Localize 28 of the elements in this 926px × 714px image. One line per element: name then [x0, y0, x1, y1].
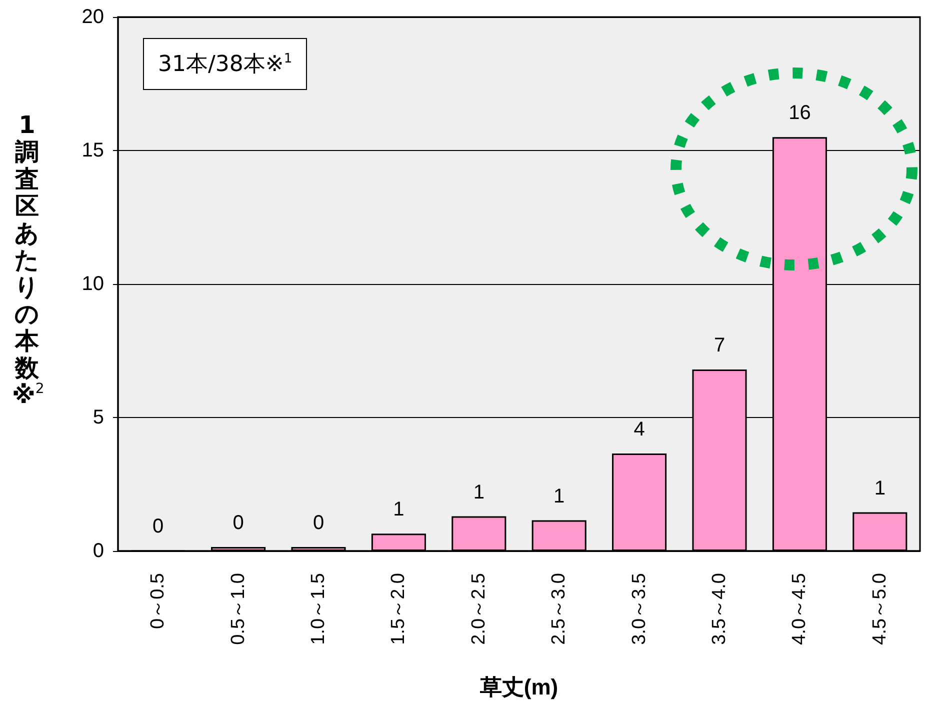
- text: 1調査区あたりの本数※$^{2}$: [12, 111, 44, 409]
- x-tick-label: 1.5～2.0: [388, 573, 410, 645]
- data-label: 16: [788, 102, 811, 124]
- x-tick-label: 2.5～3.0: [548, 573, 570, 645]
- x-tick-label: 0.5～1.0: [228, 573, 249, 645]
- x-tick-label: 2.0～2.5: [468, 573, 490, 645]
- data-label: 7: [714, 334, 726, 356]
- data-label: 0: [232, 512, 244, 534]
- data-label: 1: [874, 477, 886, 500]
- y-tick-label: 20: [82, 6, 104, 28]
- x-tick-label: 4.5～5.0: [869, 573, 890, 645]
- data-label: 0: [152, 515, 164, 538]
- data-label: 1: [554, 485, 565, 508]
- y-tick-label: 0: [92, 540, 104, 562]
- y-tick-label: 5: [92, 406, 104, 428]
- x-tick-label: 3.5～4.0: [709, 573, 730, 645]
- x-tick-label: 3.0～3.5: [628, 573, 650, 645]
- data-label: 1: [393, 498, 404, 521]
- annotation: 31本/38本※$^{1}$: [143, 38, 308, 90]
- x-tick-label: 1.0～1.5: [308, 573, 329, 645]
- x-axis-title: 草丈(m): [478, 674, 558, 700]
- y-tick-label: 10: [82, 273, 104, 295]
- x-tick-label: 0～0.5: [148, 573, 169, 629]
- y-tick-label: 15: [82, 140, 104, 162]
- data-label: 4: [634, 418, 645, 441]
- data-label: 1: [473, 481, 484, 504]
- x-tick-label: 4.0～4.5: [789, 573, 810, 645]
- data-label: 0: [312, 512, 324, 534]
